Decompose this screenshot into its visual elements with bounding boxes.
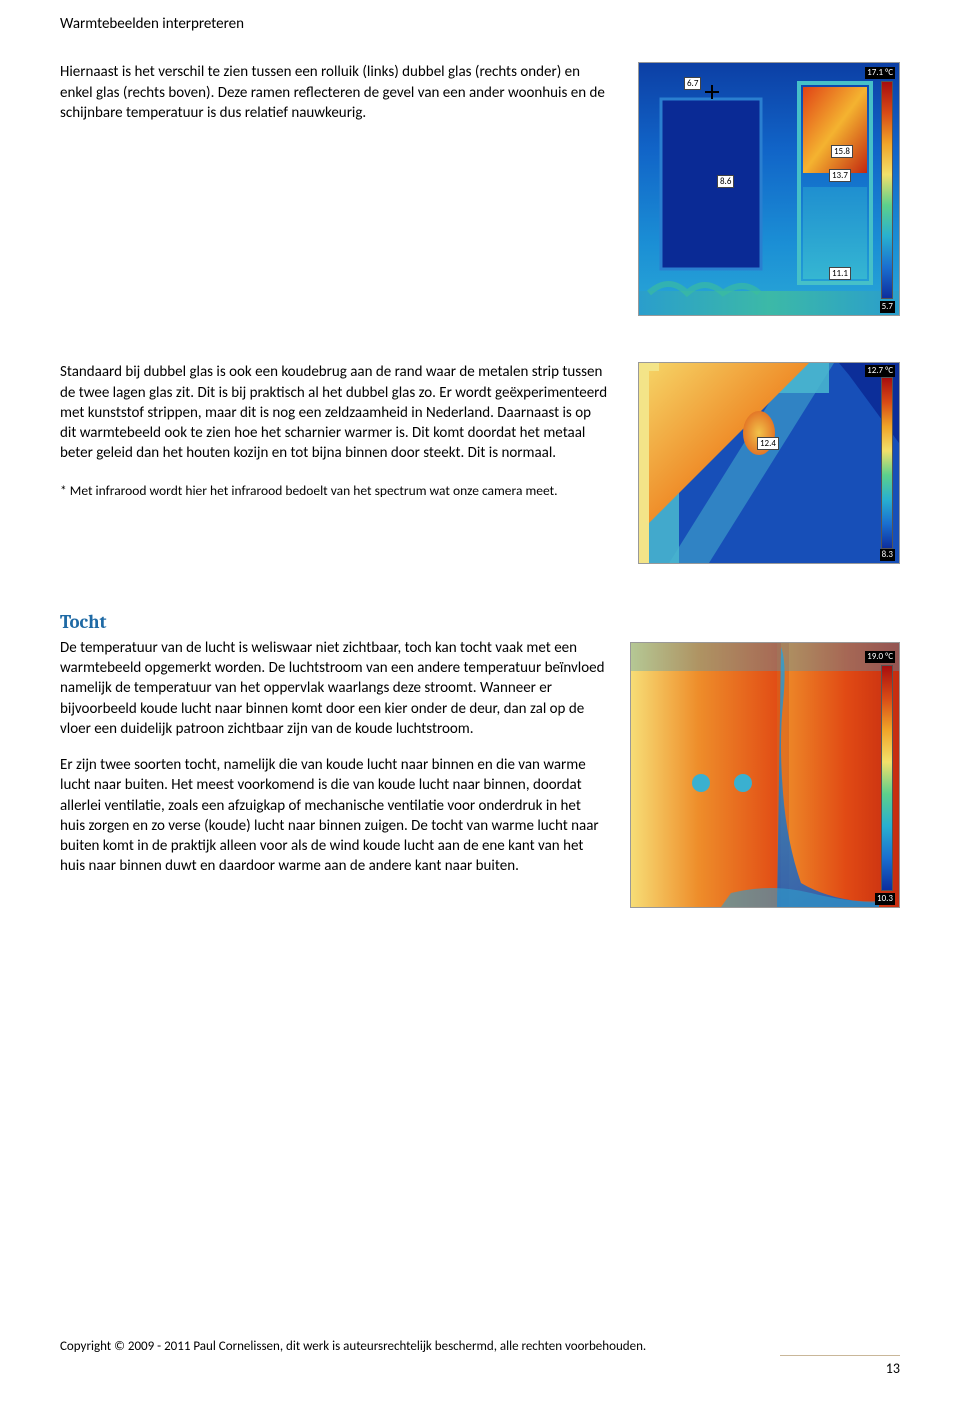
block-1: Hiernaast is het verschil te zien tussen… (60, 62, 900, 316)
copyright: Copyright © 2009 - 2011 Paul Cornelissen… (60, 1338, 900, 1356)
spot-label: 12.4 (757, 437, 779, 450)
scale-max-label: 17.1 °C (865, 67, 895, 79)
scale-min-label: 8.3 (880, 549, 895, 561)
para-1: Hiernaast is het verschil te zien tussen… (60, 62, 610, 123)
para-2: Standaard bij dubbel glas is ook een kou… (60, 362, 610, 463)
scale-max-label: 12.7 °C (865, 365, 895, 377)
heading-tocht: Tocht (60, 610, 900, 636)
thermal-figure-1: 6.7 8.6 15.8 13.7 11.1 17.1 °C 5.7 (638, 62, 900, 316)
spot-label: 6.7 (684, 77, 701, 90)
footnote: * Met infrarood wordt hier het infrarood… (60, 482, 610, 500)
scale-max-label: 19.0 °C (865, 651, 895, 663)
running-head: Warmtebeelden interpreteren (60, 14, 900, 34)
scale-min-label: 10.3 (875, 893, 895, 905)
page-number: 13 (60, 1360, 900, 1379)
spot-label: 8.6 (717, 175, 734, 188)
spot-label: 13.7 (829, 169, 851, 182)
thermal-figure-2: 12.4 12.7 °C 8.3 (638, 362, 900, 564)
scale-min-label: 5.7 (880, 301, 895, 313)
color-scale (881, 665, 893, 891)
color-scale (881, 81, 893, 299)
block-2: Standaard bij dubbel glas is ook een kou… (60, 362, 900, 564)
spot-label: 15.8 (831, 145, 853, 158)
color-scale (881, 377, 893, 549)
footer: Copyright © 2009 - 2011 Paul Cornelissen… (60, 1338, 900, 1379)
footer-rule (780, 1355, 900, 1356)
spot-label: 11.1 (829, 267, 851, 280)
thermal-figure-3: 19.0 °C 10.3 (630, 642, 900, 908)
section-tocht: Tocht (60, 610, 900, 916)
